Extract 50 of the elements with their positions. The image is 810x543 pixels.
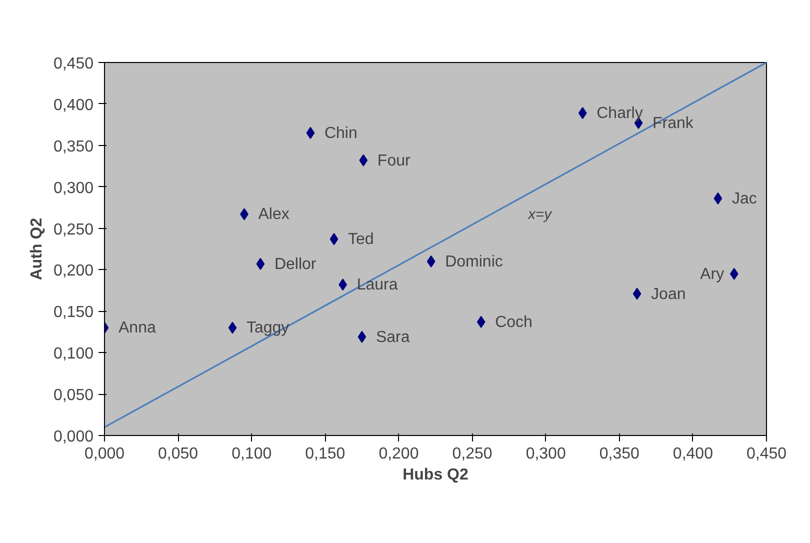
x-tick-label: 0,400	[672, 446, 714, 462]
x-tick-label: 0,200	[378, 446, 419, 462]
point	[714, 192, 722, 204]
x-tick-label: 0,350	[599, 446, 640, 462]
y-tick-label: 0,250	[53, 221, 94, 238]
annotation: Chin	[324, 124, 358, 142]
annotation: Ted	[348, 231, 374, 248]
point	[228, 322, 237, 334]
point	[632, 288, 642, 300]
x-tick-label: 0,450	[746, 446, 787, 462]
x-tick-label: 0,100	[232, 446, 272, 462]
y-tick-label: 0,400	[53, 96, 94, 114]
annotation: Frank	[652, 115, 694, 132]
annotation: Laura	[356, 276, 398, 294]
point	[730, 268, 738, 280]
annotation: Dellor	[274, 256, 317, 273]
annotation: Anna	[118, 320, 156, 337]
annotation: Dominic	[445, 253, 503, 270]
x-tick-label: 0,050	[158, 446, 198, 462]
annotation: Four	[377, 152, 411, 170]
point	[306, 126, 315, 139]
x-tick-label: 0,150	[305, 446, 346, 462]
point	[359, 154, 368, 166]
y-tick-label: 0,100	[53, 346, 94, 363]
y-tick-label: 0,150	[53, 304, 94, 322]
point	[330, 233, 338, 246]
annotation: Coch	[495, 314, 532, 331]
x-tick-label: 0,300	[526, 446, 566, 462]
y-tick-label: 0,450	[53, 56, 94, 72]
y-tick-label: 0,350	[53, 138, 94, 156]
annotation: Joan	[651, 286, 686, 303]
annotation: x=y	[527, 206, 554, 223]
x-axis-title: Hubs Q2	[402, 466, 468, 484]
annotation: Sara	[376, 328, 410, 346]
point	[476, 316, 486, 328]
annotation: Charly	[596, 105, 643, 122]
point	[426, 255, 436, 268]
x-tick-label: 0,250	[452, 446, 492, 462]
annotation: Jac	[732, 190, 757, 208]
y-tick-label: 0,000	[53, 428, 94, 446]
annotation: Alex	[258, 206, 290, 224]
point	[358, 330, 366, 343]
annotation: Ary	[700, 266, 724, 283]
y-tick-label: 0,050	[53, 387, 94, 404]
y-axis-title: Auth Q2	[28, 218, 46, 280]
x-tick-label: 0,000	[84, 446, 125, 462]
y-tick-label: 0,200	[53, 262, 94, 280]
y-tick-label: 0,300	[53, 180, 94, 197]
point	[578, 107, 587, 120]
point	[256, 258, 265, 270]
